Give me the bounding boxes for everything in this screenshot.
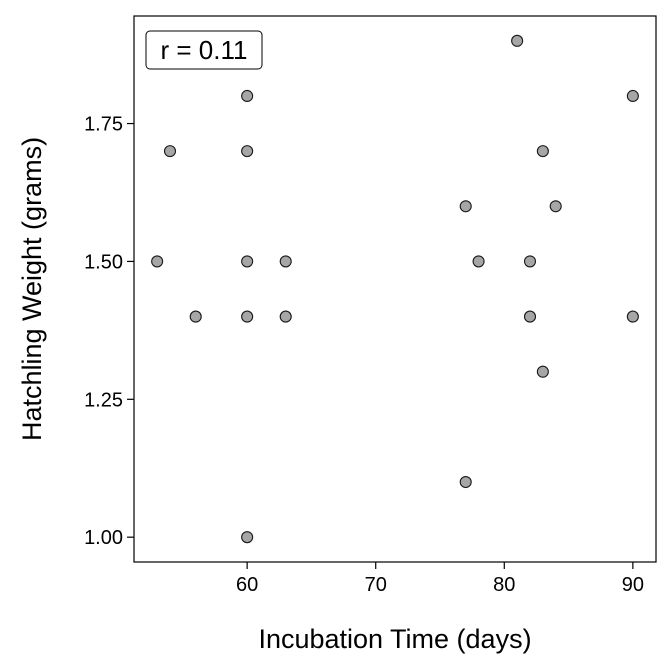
x-tick-label: 90 [622,574,644,596]
data-points [151,34,639,544]
data-point [151,255,164,268]
data-point [189,310,202,323]
data-point [459,200,472,213]
x-tick-label: 70 [365,574,387,596]
data-point [279,310,292,323]
data-point [279,255,292,268]
data-point [626,310,639,323]
annotation-text: r = 0.11 [161,35,248,65]
x-tick-label: 80 [493,574,515,596]
data-point [536,365,549,378]
data-point [163,145,177,158]
data-point [241,145,254,158]
data-point [241,310,254,323]
data-point [472,255,485,268]
x-axis-title: Incubation Time (days) [258,624,531,654]
data-point [549,200,562,213]
y-tick-label: 1.25 [84,389,123,411]
x-tick-label: 60 [236,574,258,596]
data-point [459,475,472,489]
y-axis-title: Hatchling Weight (grams) [17,137,47,441]
y-tick-label: 1.00 [84,527,123,549]
data-point [626,89,639,103]
data-point [511,34,524,47]
data-point [241,255,254,268]
annotation-box [145,30,263,70]
plot-panel-border [133,15,657,563]
y-tick-label: 1.75 [84,114,123,136]
data-point [536,145,549,158]
data-point [241,531,254,544]
x-axis: 60 70 80 90 [236,562,644,596]
data-point [241,89,254,103]
data-point [523,310,537,323]
correlation-annotation: r = 0.11 [145,30,263,70]
data-point [523,255,537,268]
y-axis: 1.00 1.25 1.50 1.75 [84,114,134,549]
y-tick-label: 1.50 [84,251,123,273]
